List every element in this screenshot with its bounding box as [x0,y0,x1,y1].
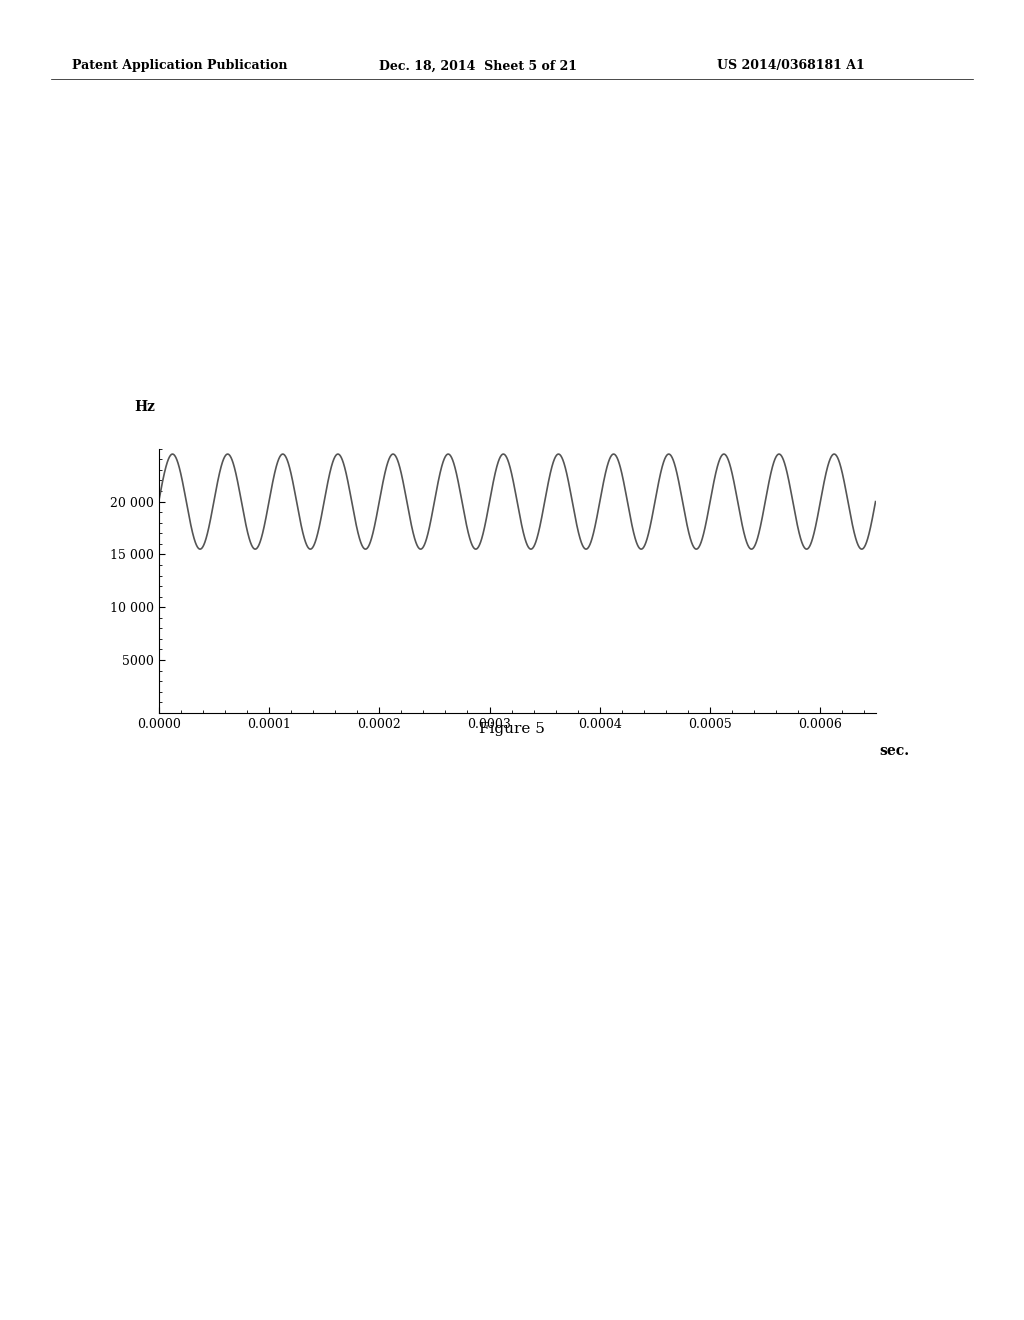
Text: Hz: Hz [134,400,156,414]
Text: US 2014/0368181 A1: US 2014/0368181 A1 [717,59,864,73]
Text: Dec. 18, 2014  Sheet 5 of 21: Dec. 18, 2014 Sheet 5 of 21 [379,59,577,73]
Text: Patent Application Publication: Patent Application Publication [72,59,287,73]
Text: Figure 5: Figure 5 [479,722,545,735]
Text: sec.: sec. [879,744,909,759]
